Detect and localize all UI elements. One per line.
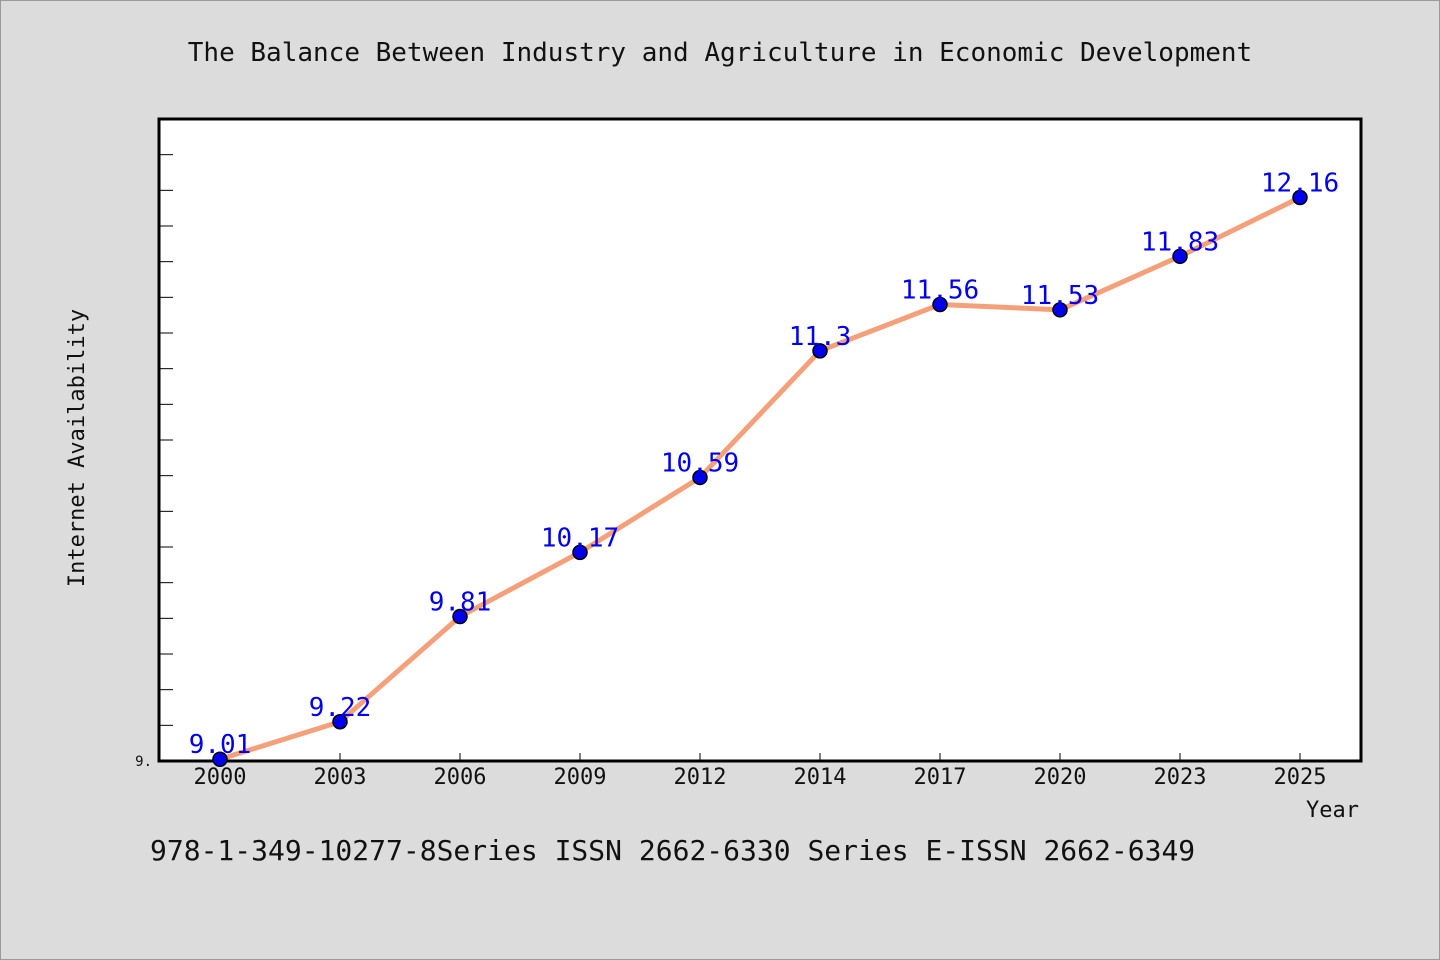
x-tick-label: 2003 xyxy=(314,765,367,790)
data-point xyxy=(812,343,828,359)
x-tick-label: 2012 xyxy=(674,765,727,790)
footer-isbn-text: 978-1-349-10277-8Series ISSN 2662-6330 S… xyxy=(150,834,1196,867)
x-axis-label: Year xyxy=(1306,798,1359,823)
data-point xyxy=(572,544,588,561)
data-point xyxy=(932,296,948,313)
data-point xyxy=(452,608,468,625)
x-tick-label: 2020 xyxy=(1034,765,1087,790)
data-label: 11.3 xyxy=(789,322,852,352)
data-label: 10.59 xyxy=(661,448,739,478)
y-axis-ticks xyxy=(159,118,173,762)
data-point xyxy=(1052,302,1068,318)
data-label: 10.17 xyxy=(541,523,619,553)
plot-area xyxy=(157,117,1363,763)
x-tick-label: 2023 xyxy=(1154,765,1207,790)
data-label: 9.01 xyxy=(189,730,252,760)
data-point xyxy=(1172,248,1188,265)
data-label: 12.16 xyxy=(1261,168,1339,198)
x-axis-ticks: 2000 2003 2006 2009 2012 2014 2017 2020 2023 2025 xyxy=(194,753,1327,790)
series-line-group: 9.01 9.22 9.81 10.17 10.59 11.3 11.56 11.53 11.8… xyxy=(189,168,1339,767)
y-tick-label: 9. xyxy=(135,754,152,770)
x-tick-label: 2009 xyxy=(554,765,607,790)
x-tick-label: 2017 xyxy=(914,765,967,790)
data-point xyxy=(332,714,348,730)
x-tick-label: 2014 xyxy=(794,765,847,790)
x-tick-label: 2006 xyxy=(434,765,487,790)
y-axis-label: Internet Availability xyxy=(65,309,90,587)
data-point xyxy=(212,751,228,767)
data-label: 11.53 xyxy=(1021,281,1099,311)
data-point xyxy=(692,469,708,486)
chart-title: The Balance Between Industry and Agricul… xyxy=(188,38,1252,68)
data-label: 11.83 xyxy=(1141,227,1219,257)
data-point xyxy=(1292,189,1308,206)
data-label: 11.56 xyxy=(901,275,979,305)
data-label: 9.22 xyxy=(309,693,372,723)
series-line xyxy=(217,194,1303,762)
data-label: 9.81 xyxy=(429,588,492,618)
x-tick-label: 2000 xyxy=(194,765,247,790)
x-tick-label: 2025 xyxy=(1274,765,1327,790)
